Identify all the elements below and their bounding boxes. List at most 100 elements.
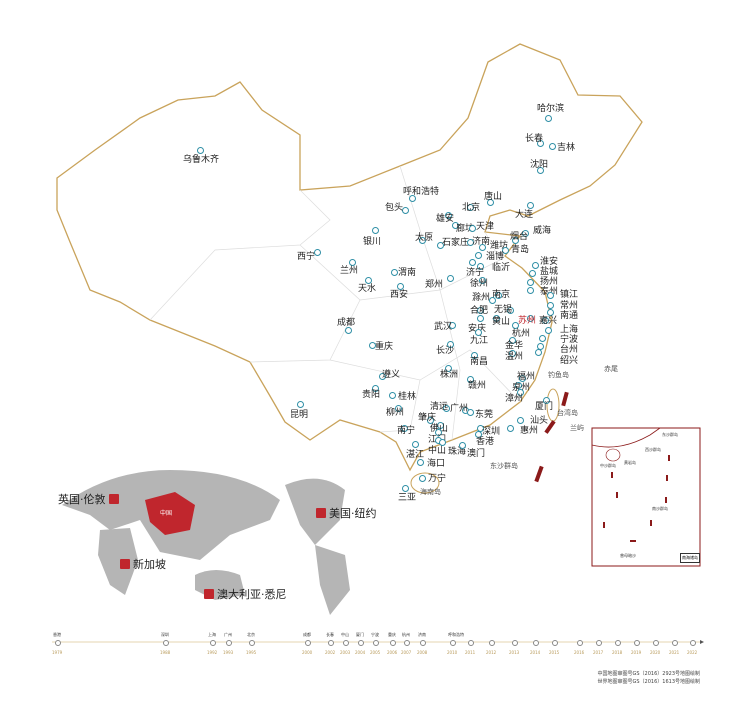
location-pin-icon[interactable] bbox=[527, 315, 534, 322]
location-pin-icon[interactable] bbox=[439, 439, 446, 446]
location-pin-icon[interactable] bbox=[297, 401, 304, 408]
location-pin-icon[interactable] bbox=[197, 147, 204, 154]
location-pin-icon[interactable] bbox=[445, 212, 452, 219]
timeline-dot[interactable] bbox=[390, 640, 396, 646]
timeline-dot[interactable] bbox=[690, 640, 696, 646]
location-pin-icon[interactable] bbox=[507, 425, 514, 432]
location-pin-icon[interactable] bbox=[459, 442, 466, 449]
location-pin-icon[interactable] bbox=[402, 485, 409, 492]
location-pin-icon[interactable] bbox=[515, 382, 522, 389]
location-pin-icon[interactable] bbox=[543, 397, 550, 404]
location-pin-icon[interactable] bbox=[402, 207, 409, 214]
timeline-dot[interactable] bbox=[358, 640, 364, 646]
location-pin-icon[interactable] bbox=[391, 269, 398, 276]
location-pin-icon[interactable] bbox=[372, 385, 379, 392]
location-pin-icon[interactable] bbox=[372, 227, 379, 234]
location-pin-icon[interactable] bbox=[517, 389, 524, 396]
location-pin-icon[interactable] bbox=[401, 425, 408, 432]
location-pin-icon[interactable] bbox=[443, 405, 450, 412]
timeline-dot[interactable] bbox=[552, 640, 558, 646]
timeline-dot[interactable] bbox=[615, 640, 621, 646]
location-pin-icon[interactable] bbox=[507, 307, 514, 314]
location-pin-icon[interactable] bbox=[449, 322, 456, 329]
location-pin-icon[interactable] bbox=[447, 341, 454, 348]
location-pin-icon[interactable] bbox=[549, 143, 556, 150]
location-pin-icon[interactable] bbox=[479, 244, 486, 251]
timeline-dot[interactable] bbox=[226, 640, 232, 646]
timeline-dot[interactable] bbox=[55, 640, 61, 646]
location-pin-icon[interactable] bbox=[527, 287, 534, 294]
timeline-dot[interactable] bbox=[420, 640, 426, 646]
location-pin-icon[interactable] bbox=[547, 309, 554, 316]
location-pin-icon[interactable] bbox=[471, 352, 478, 359]
location-pin-icon[interactable] bbox=[509, 337, 516, 344]
timeline-dot[interactable] bbox=[596, 640, 602, 646]
location-pin-icon[interactable] bbox=[435, 429, 442, 436]
location-pin-icon[interactable] bbox=[349, 259, 356, 266]
timeline-dot[interactable] bbox=[373, 640, 379, 646]
location-pin-icon[interactable] bbox=[477, 307, 484, 314]
location-pin-icon[interactable] bbox=[532, 262, 539, 269]
timeline-dot[interactable] bbox=[210, 640, 216, 646]
location-pin-icon[interactable] bbox=[419, 237, 426, 244]
location-pin-icon[interactable] bbox=[495, 292, 502, 299]
location-pin-icon[interactable] bbox=[379, 373, 386, 380]
location-pin-icon[interactable] bbox=[452, 222, 459, 229]
location-pin-icon[interactable] bbox=[467, 376, 474, 383]
location-pin-icon[interactable] bbox=[389, 392, 396, 399]
location-pin-icon[interactable] bbox=[409, 195, 416, 202]
location-pin-icon[interactable] bbox=[397, 283, 404, 290]
location-pin-icon[interactable] bbox=[445, 365, 452, 372]
location-pin-icon[interactable] bbox=[437, 422, 444, 429]
location-pin-icon[interactable] bbox=[537, 167, 544, 174]
location-pin-icon[interactable] bbox=[527, 202, 534, 209]
timeline-dot[interactable] bbox=[343, 640, 349, 646]
location-pin-icon[interactable] bbox=[365, 277, 372, 284]
location-pin-icon[interactable] bbox=[437, 242, 444, 249]
location-pin-icon[interactable] bbox=[537, 140, 544, 147]
location-pin-icon[interactable] bbox=[509, 350, 516, 357]
location-pin-icon[interactable] bbox=[417, 459, 424, 466]
location-pin-icon[interactable] bbox=[493, 315, 500, 322]
location-pin-icon[interactable] bbox=[345, 327, 352, 334]
timeline-dot[interactable] bbox=[634, 640, 640, 646]
timeline-dot[interactable] bbox=[249, 640, 255, 646]
timeline-dot[interactable] bbox=[672, 640, 678, 646]
location-pin-icon[interactable] bbox=[547, 292, 554, 299]
location-pin-icon[interactable] bbox=[542, 317, 549, 324]
timeline-dot[interactable] bbox=[450, 640, 456, 646]
location-pin-icon[interactable] bbox=[502, 247, 509, 254]
location-pin-icon[interactable] bbox=[467, 239, 474, 246]
location-pin-icon[interactable] bbox=[395, 405, 402, 412]
location-pin-icon[interactable] bbox=[545, 327, 552, 334]
location-pin-icon[interactable] bbox=[545, 115, 552, 122]
location-pin-icon[interactable] bbox=[489, 297, 496, 304]
location-pin-icon[interactable] bbox=[535, 349, 542, 356]
location-pin-icon[interactable] bbox=[475, 329, 482, 336]
location-pin-icon[interactable] bbox=[519, 375, 526, 382]
location-pin-icon[interactable] bbox=[512, 322, 519, 329]
timeline-dot[interactable] bbox=[653, 640, 659, 646]
location-pin-icon[interactable] bbox=[539, 335, 546, 342]
location-pin-icon[interactable] bbox=[477, 315, 484, 322]
location-pin-icon[interactable] bbox=[512, 237, 519, 244]
location-pin-icon[interactable] bbox=[527, 279, 534, 286]
timeline-dot[interactable] bbox=[404, 640, 410, 646]
location-pin-icon[interactable] bbox=[475, 431, 482, 438]
location-pin-icon[interactable] bbox=[469, 259, 476, 266]
location-pin-icon[interactable] bbox=[447, 275, 454, 282]
timeline-dot[interactable] bbox=[468, 640, 474, 646]
timeline-dot[interactable] bbox=[328, 640, 334, 646]
location-pin-icon[interactable] bbox=[529, 270, 536, 277]
location-pin-icon[interactable] bbox=[467, 409, 474, 416]
timeline-dot[interactable] bbox=[533, 640, 539, 646]
location-pin-icon[interactable] bbox=[547, 302, 554, 309]
location-pin-icon[interactable] bbox=[469, 225, 476, 232]
location-pin-icon[interactable] bbox=[517, 417, 524, 424]
location-pin-icon[interactable] bbox=[479, 277, 486, 284]
location-pin-icon[interactable] bbox=[412, 441, 419, 448]
timeline-dot[interactable] bbox=[305, 640, 311, 646]
location-pin-icon[interactable] bbox=[467, 204, 474, 211]
location-pin-icon[interactable] bbox=[369, 342, 376, 349]
timeline-dot[interactable] bbox=[489, 640, 495, 646]
